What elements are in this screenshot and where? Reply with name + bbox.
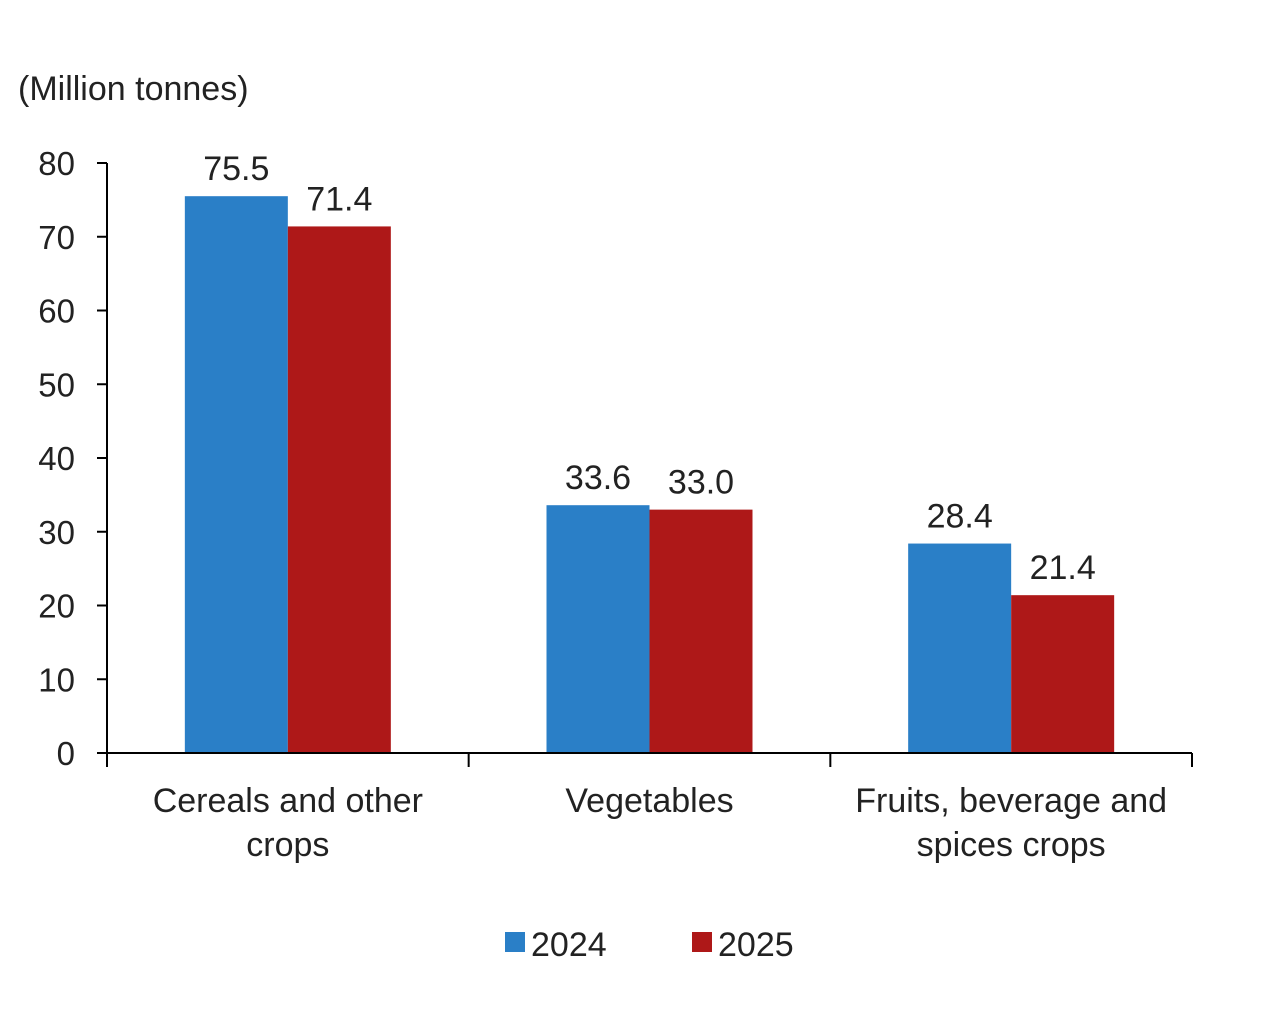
y-tick-label: 10	[38, 661, 75, 698]
bar-2024-1	[546, 505, 650, 753]
legend-swatch-2025	[692, 932, 712, 952]
x-category-label: Cereals and other crops	[153, 782, 423, 864]
y-tick-label: 0	[57, 735, 75, 772]
data-label: 21.4	[1030, 549, 1096, 587]
bar-2025-2	[1011, 595, 1115, 753]
y-tick-label: 70	[38, 219, 75, 256]
y-tick-label: 50	[38, 366, 75, 403]
data-label: 71.4	[306, 180, 372, 218]
x-category-label: Vegetables	[565, 782, 733, 820]
y-tick-label: 20	[38, 588, 75, 625]
data-label: 33.6	[565, 459, 631, 497]
legend-label: 2025	[718, 926, 794, 964]
y-tick-label: 30	[38, 514, 75, 551]
y-axis-unit-label: (Million tonnes)	[18, 70, 249, 108]
data-label: 28.4	[927, 498, 993, 536]
legend-label: 2024	[531, 926, 607, 964]
y-tick-label: 40	[38, 440, 75, 477]
bar-2025-1	[649, 509, 753, 753]
legend-swatch-2024	[505, 932, 525, 952]
y-tick-label: 60	[38, 293, 75, 330]
bar-2024-0	[184, 196, 288, 753]
y-tick-label: 80	[38, 145, 75, 182]
bar-2024-2	[908, 543, 1012, 753]
x-category-label: Fruits, beverage and spices crops	[855, 782, 1167, 864]
data-label: 33.0	[668, 464, 734, 502]
data-label: 75.5	[203, 150, 269, 188]
bar-2025-0	[287, 226, 391, 754]
